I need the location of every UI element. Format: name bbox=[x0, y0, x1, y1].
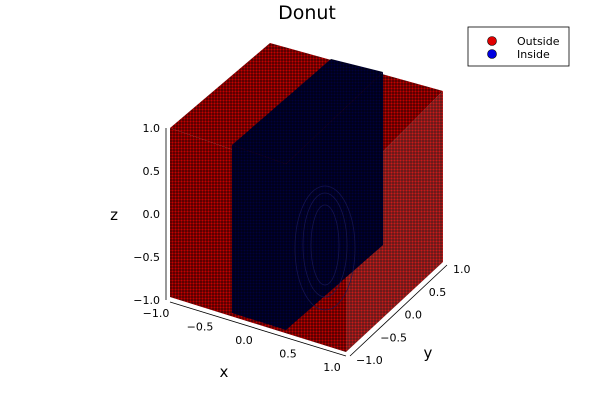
z-axis-label: z bbox=[110, 206, 118, 224]
x-ticks: −1.0 −0.5 0.0 0.5 1.0 bbox=[143, 307, 341, 374]
legend-label-outside: Outside bbox=[517, 35, 560, 48]
inside-top-face bbox=[232, 59, 383, 164]
z-ticks: −1.0 −0.5 0.0 0.5 1.0 bbox=[133, 122, 160, 307]
z-tick-label: 0.0 bbox=[143, 208, 161, 221]
z-tick-label: −0.5 bbox=[133, 251, 160, 264]
x-tick-label: −0.5 bbox=[187, 321, 214, 334]
y-tick-label: 1.0 bbox=[453, 263, 471, 276]
chart-title: Donut bbox=[278, 2, 336, 24]
z-tick-label: 0.5 bbox=[143, 165, 161, 178]
y-tick-label: −0.5 bbox=[380, 331, 407, 344]
x-tick-label: 1.0 bbox=[323, 361, 341, 374]
legend-marker-outside bbox=[487, 36, 497, 46]
y-ticks: −1.0 −0.5 0.0 0.5 1.0 bbox=[356, 263, 471, 367]
x-tick-label: 0.5 bbox=[279, 348, 297, 361]
z-tick-label: −1.0 bbox=[133, 294, 160, 307]
y-tick-label: −1.0 bbox=[356, 354, 383, 367]
legend-label-inside: Inside bbox=[517, 48, 550, 61]
axes bbox=[165, 128, 448, 357]
y-axis-label: y bbox=[424, 344, 433, 362]
y-tick-label: 0.0 bbox=[405, 309, 423, 322]
inside-front-face bbox=[232, 145, 286, 330]
x-tick-label: 0.0 bbox=[235, 334, 253, 347]
z-tick-label: 1.0 bbox=[143, 122, 161, 135]
donut-contours bbox=[294, 185, 356, 311]
x-tick-label: −1.0 bbox=[143, 307, 170, 320]
legend: Outside Inside bbox=[467, 26, 570, 67]
outside-right-face bbox=[346, 91, 443, 352]
y-tick-label: 0.5 bbox=[429, 286, 447, 299]
inside-side-face bbox=[286, 72, 383, 330]
legend-marker-inside bbox=[487, 49, 497, 59]
x-axis-label: x bbox=[220, 363, 229, 381]
